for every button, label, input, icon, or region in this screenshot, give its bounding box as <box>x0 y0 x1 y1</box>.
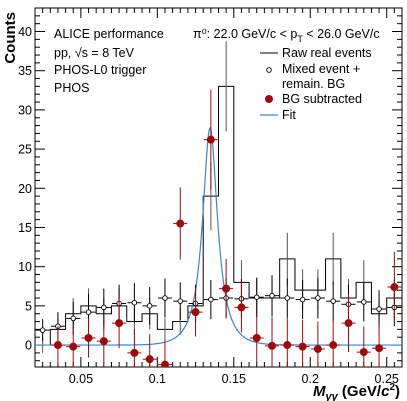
bg-subtracted-point <box>268 341 277 350</box>
mixed-bg-point <box>177 298 184 304</box>
y-tick-label: 10 <box>18 260 32 274</box>
bg-subtracted-point <box>53 341 62 350</box>
legend-bg-subtracted-symbol <box>265 95 273 103</box>
bg-subtracted-point <box>390 283 399 292</box>
bg-subtracted-point <box>298 342 307 351</box>
mixed-bg-point <box>330 298 336 304</box>
bg-subtracted-point <box>176 219 185 228</box>
bg-subtracted-point <box>283 341 292 350</box>
bg-subtracted-point <box>237 303 246 312</box>
mixed-bg-point <box>85 309 92 315</box>
mixed-bg-point <box>131 299 138 306</box>
mixed-bg-point <box>299 296 306 303</box>
pt-range-label: π⁰: 22.0 GeV/c < pT < 26.0 GeV/c <box>193 27 380 44</box>
y-tick-label: 20 <box>18 182 32 196</box>
x-tick-label: 0.1 <box>149 372 166 386</box>
bg-subtracted-point <box>191 308 200 317</box>
y-tick-label: 40 <box>18 25 32 39</box>
mixed-bg-point <box>269 292 275 299</box>
mixed-bg-point <box>162 295 168 301</box>
bg-subtracted-point <box>344 319 353 328</box>
bg-subtracted-point <box>99 337 108 346</box>
annotation-line-4: PHOS <box>54 81 89 95</box>
mixed-bg-point <box>101 304 107 311</box>
bg-subtracted-point <box>115 319 124 328</box>
mixed-bg-point <box>146 303 153 309</box>
legend-bg-subtracted-label: BG subtracted <box>282 92 362 106</box>
axis-ticks: 0.05 0.1 0.15 0.2 0.25 0 5 10 15 20 25 30 35 40 <box>18 8 402 386</box>
bg-subtracted-point <box>206 135 215 144</box>
bg-subtracted-point <box>329 341 338 350</box>
mixed-bg-point <box>253 294 260 300</box>
legend-fit-label: Fit <box>282 108 296 122</box>
bg-subtracted-point <box>359 348 368 357</box>
mixed-bg-point <box>208 296 214 303</box>
y-tick-label: 0 <box>25 339 32 353</box>
bg-subtracted-point <box>313 344 322 353</box>
x-axis-label: Mγγ (GeV/c2) <box>313 382 400 401</box>
annotation-line-2: pp, √s = 8 TeV <box>54 46 135 60</box>
y-tick-label: 15 <box>18 221 32 235</box>
y-tick-label: 25 <box>18 143 32 157</box>
bg-subtracted-point <box>375 344 384 353</box>
annotation-block: ALICE performance pp, √s = 8 TeV PHOS-L0… <box>54 27 380 95</box>
mixed-bg-point <box>376 306 382 312</box>
bg-subtracted-point <box>84 333 93 342</box>
y-tick-label: 5 <box>25 299 32 313</box>
mixed-bg-point <box>361 299 367 305</box>
legend: Raw real events Mixed event + remain. BGBG… <box>260 46 372 122</box>
x-tick-label: 0.2 <box>302 372 319 386</box>
annotation-line-1: ALICE performance <box>54 27 164 41</box>
y-axis-label: Counts <box>2 12 19 64</box>
bg-subtracted-point <box>145 355 154 364</box>
x-tick-label: 0.05 <box>69 372 93 386</box>
mixed-bg-point <box>70 315 76 322</box>
bg-subtracted-point <box>69 342 78 351</box>
bg-subtracted-point <box>160 360 169 367</box>
fit-curve <box>35 126 402 346</box>
legend-mixed-label: Mixed event + remain. BG <box>282 62 360 91</box>
legend-raw-label: Raw real events <box>282 46 372 60</box>
annotation-line-3: PHOS-L0 trigger <box>54 63 146 77</box>
legend-mixed-symbol <box>266 67 272 73</box>
x-tick-label: 0.15 <box>222 372 246 386</box>
plot-area <box>35 41 402 367</box>
bg-subtracted-point <box>222 284 231 293</box>
y-tick-label: 35 <box>18 64 32 78</box>
x-tick-label: 0.25 <box>375 372 399 386</box>
mixed-bg-point <box>284 295 291 301</box>
y-tick-label: 30 <box>18 103 32 117</box>
bg-subtracted-point <box>130 348 139 357</box>
mixed-bg-point <box>39 327 46 333</box>
bg-subtracted-point <box>252 333 261 342</box>
mixed-bg-point <box>315 295 321 301</box>
